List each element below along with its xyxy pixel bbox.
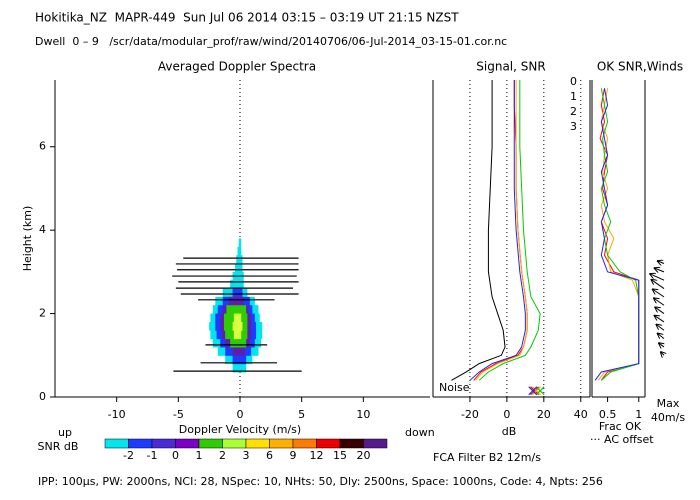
colorbar-label: 20 [357,449,371,462]
noise-marker [528,386,538,396]
contour-band [230,280,244,290]
wind-arrow [658,261,665,264]
colorbar-box [363,438,388,449]
contour-band [233,313,242,323]
contour-band [228,296,244,306]
colorbar-box [269,438,294,449]
x-tick-label: 20 [537,408,551,421]
max-speed-label: 40m/s [651,411,685,424]
colorbar-box [245,438,270,449]
direction-label: down [405,426,435,439]
colorbar-label: 9 [290,449,297,462]
panel-title: Averaged Doppler Spectra [158,60,316,74]
colorbar-box [104,438,129,449]
y-tick-label: 6 [39,140,46,153]
legend-entry: 2 [570,105,577,118]
series-line [469,80,526,381]
panel-title: OK SNR,Winds [597,60,683,74]
wind-arrow [652,280,665,289]
contour-band [232,363,247,373]
wind-arrow [654,298,665,306]
contour-band [232,288,243,298]
header-line: Hokitika_NZ MAPR-449 Sun Jul 06 2014 03:… [35,11,459,25]
colorbar-label: 2 [219,449,226,462]
noise-label: Noise [439,381,470,394]
x-tick-label: -20 [461,408,479,421]
colorbar-title: SNR dB [38,440,79,453]
colorbar-label: 15 [333,449,347,462]
legend-entry: 0 [570,75,577,88]
contour-band [235,263,243,273]
colorbar-box [316,438,341,449]
colorbar-label: -1 [147,449,158,462]
wind-arrow [650,274,665,281]
contour-band [226,305,247,315]
colorbar-label: -2 [123,449,134,462]
contour-band [236,255,243,265]
noise-marker [535,386,545,396]
wind-arrow [653,289,665,298]
series-line [475,80,528,381]
y-tick-label: 2 [39,307,46,320]
series-line [594,88,640,381]
direction-label: up [58,426,72,439]
x-axis-label: dB [502,425,517,438]
wind-arrow [657,325,665,331]
x-tick-label: 0 [503,408,510,421]
x-axis-label: Doppler Velocity (m/s) [179,423,301,436]
colorbar-box [198,438,223,449]
header-line: Dwell 0 – 9 /scr/data/modular_prof/raw/w… [35,35,507,48]
colorbar-box [175,438,200,449]
x-tick-label: -10 [108,408,126,421]
colorbar-box [151,438,176,449]
wind-arrow [658,334,665,339]
colorbar-label: 0 [172,449,179,462]
wind-arrow [655,268,665,272]
legend-entry: 1 [570,90,577,103]
colorbar-box [222,438,247,449]
x-tick-label: 0 [237,408,244,421]
footer: IPP: 100µs, PW: 2000ns, NCI: 28, NSpec: … [38,475,603,488]
panel-title: Signal, SNR [476,60,545,74]
wind-arrow [655,316,665,323]
contour-band [237,246,242,256]
note: ··· AC offset [590,433,654,446]
wind-arrow [655,307,665,314]
colorbar-label: 6 [266,449,273,462]
filter-label: FCA Filter B2 12m/s [433,451,541,464]
x-tick-label: 0.5 [599,408,617,421]
noise-marker [532,386,541,396]
colorbar-box [292,438,317,449]
wind-arrow [661,352,664,355]
x-tick-label: -5 [173,408,184,421]
x-tick-label: 5 [298,408,305,421]
colorbar-label: 3 [243,449,250,462]
x-tick-label: 10 [356,408,370,421]
x-tick-label: 1 [635,408,642,421]
signal-line [451,80,506,381]
colorbar-box [128,438,153,449]
contour-band [232,346,245,356]
contour-band [233,330,242,340]
contour-band [238,238,242,248]
colorbar-box [339,438,364,449]
contour-band [232,355,247,365]
max-label: Max [657,397,680,410]
legend-entry: 3 [570,120,577,133]
series-line [478,80,541,381]
y-tick-label: 0 [39,390,46,403]
colorbar-label: 12 [310,449,324,462]
wind-arrow [659,343,664,347]
contour-band [232,321,243,331]
y-axis-label: Height (km) [21,206,34,272]
y-tick-label: 4 [39,223,46,236]
colorbar-label: 1 [196,449,203,462]
x-tick-label: 40 [574,408,588,421]
contour-band [230,338,247,348]
x-axis-label: Frac OK [599,420,642,433]
